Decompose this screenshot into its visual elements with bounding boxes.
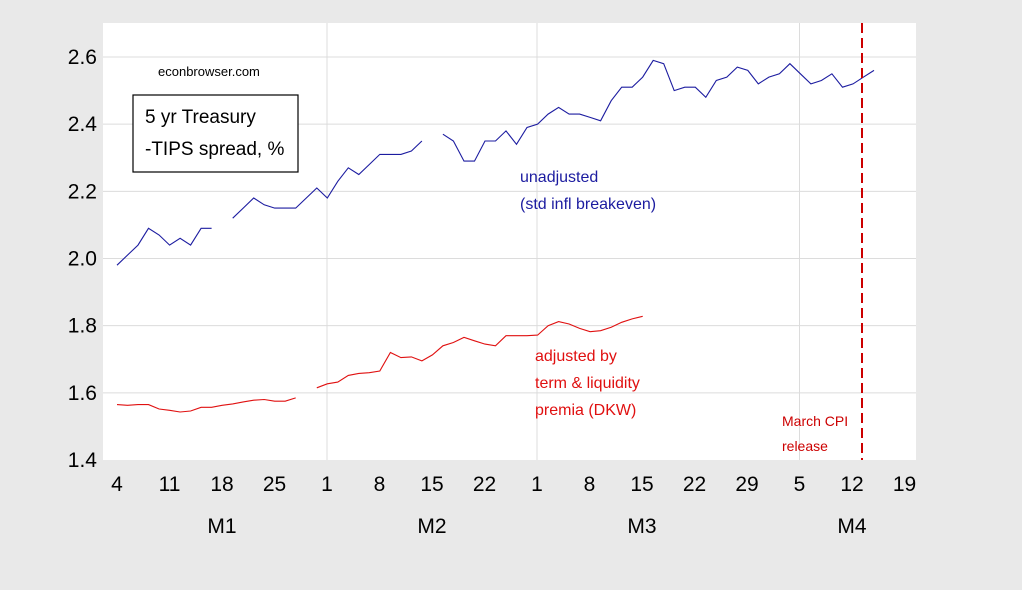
unadjusted-series-line — [232, 140, 423, 219]
month-labels: M1 M2 M3 M4 — [207, 515, 866, 538]
unadjusted-series-line — [442, 59, 875, 162]
y-tick-label: 2.2 — [68, 180, 97, 203]
month-label: M4 — [837, 515, 866, 538]
y-axis-ticks: 1.4 1.6 1.8 2.0 2.2 2.4 2.6 — [68, 46, 98, 472]
x-tick-label: 1 — [531, 473, 543, 496]
adjusted-label-2: term & liquidity — [535, 375, 640, 392]
cpi-label-1: March CPI — [782, 413, 848, 429]
unadjusted-label-1: unadjusted — [520, 169, 598, 186]
x-tick-label: 1 — [321, 473, 333, 496]
adjusted-label-3: premia (DKW) — [535, 402, 636, 419]
title-box-frame — [132, 94, 299, 173]
adjusted-series-line — [116, 397, 296, 413]
title-box: 5 yr Treasury -TIPS spread, % — [132, 94, 299, 173]
x-tick-label: 19 — [893, 473, 916, 496]
month-label: M3 — [627, 515, 656, 538]
series-lines — [116, 59, 875, 413]
month-label: M2 — [417, 515, 446, 538]
title-line-2: -TIPS spread, % — [145, 139, 284, 160]
x-tick-label: 11 — [159, 473, 181, 496]
cpi-release-annotation: March CPI release — [782, 413, 848, 454]
x-tick-label: 8 — [584, 473, 596, 496]
x-tick-label: 5 — [794, 473, 806, 496]
x-tick-label: 22 — [473, 473, 496, 496]
y-tick-label: 1.4 — [68, 449, 98, 472]
plot-area — [103, 23, 916, 460]
month-label: M1 — [207, 515, 236, 538]
x-axis-ticks: 4 11 18 25 1 8 15 22 1 8 15 22 29 5 12 19 — [111, 473, 916, 496]
unadjusted-annotation: unadjusted (std infl breakeven) — [520, 169, 656, 213]
x-tick-label: 25 — [263, 473, 286, 496]
x-tick-label: 29 — [735, 473, 758, 496]
y-tick-label: 1.8 — [68, 315, 97, 338]
cpi-label-2: release — [782, 438, 828, 454]
x-tick-label: 12 — [840, 473, 863, 496]
title-line-1: 5 yr Treasury — [145, 107, 256, 128]
y-tick-label: 2.0 — [68, 248, 97, 271]
x-tick-label: 4 — [111, 473, 123, 496]
x-tick-label: 18 — [210, 473, 233, 496]
adjusted-annotation: adjusted by term & liquidity premia (DKW… — [535, 348, 640, 419]
unadjusted-label-2: (std infl breakeven) — [520, 196, 656, 213]
watermark: econbrowser.com — [158, 64, 260, 79]
x-tick-label: 15 — [420, 473, 443, 496]
adjusted-label-1: adjusted by — [535, 348, 617, 365]
y-tick-label: 1.6 — [68, 382, 97, 405]
x-tick-label: 22 — [683, 473, 706, 496]
x-tick-label: 8 — [374, 473, 386, 496]
adjusted-series-line — [316, 315, 643, 389]
unadjusted-series-line — [116, 227, 212, 266]
y-tick-label: 2.4 — [68, 113, 98, 136]
x-tick-label: 15 — [630, 473, 653, 496]
y-tick-label: 2.6 — [68, 46, 97, 69]
